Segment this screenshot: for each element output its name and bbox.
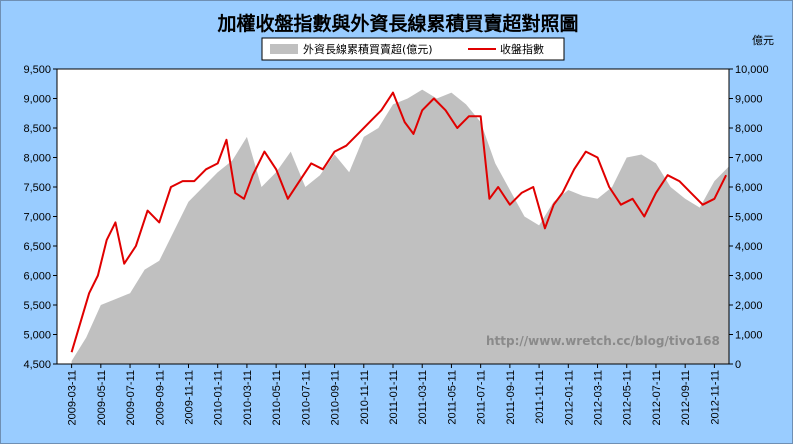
x-tick-label: 2011-09-11: [505, 370, 517, 425]
chart-title: 加權收盤指數與外資長線累積買賣超對照圖: [216, 12, 578, 35]
x-tick-label: 2009-09-11: [154, 370, 166, 425]
legend-area-label: 外資長線累積買賣超(億元): [303, 42, 433, 56]
right-tick-label: 10,000: [735, 64, 769, 76]
right-tick-label: 7,000: [735, 153, 763, 165]
x-tick-label: 2009-07-11: [125, 370, 137, 425]
x-tick-label: 2009-03-11: [67, 370, 79, 425]
right-tick-label: 2,000: [735, 300, 763, 312]
left-tick-label: 5,000: [23, 330, 51, 342]
legend-box: [261, 37, 565, 61]
x-tick-label: 2009-05-11: [96, 370, 108, 425]
right-axis: 0 1,000 2,000 3,000 4,000 5,000 6,000 7,000 8,00…: [729, 64, 769, 371]
legend: 外資長線累積買賣超(億元) 收盤指數: [261, 37, 565, 61]
right-tick-label: 3,000: [735, 271, 763, 283]
left-tick-label: 5,500: [23, 300, 51, 312]
right-tick-label: 0: [735, 359, 741, 371]
left-tick-label: 6,000: [23, 271, 51, 283]
x-tick-label: 2011-03-11: [417, 370, 429, 425]
left-axis: 4,500 5,000 5,500 6,000 6,500 7,000 7,500 8,000…: [23, 64, 57, 371]
legend-line-label: 收盤指數: [500, 42, 544, 56]
legend-area-swatch: [270, 44, 298, 54]
x-tick-label: 2012-03-11: [593, 370, 605, 425]
left-tick-label: 9,000: [23, 94, 51, 106]
right-tick-label: 4,000: [735, 241, 763, 253]
x-tick-label: 2012-11-11: [709, 370, 721, 425]
x-tick-label: 2009-11-11: [183, 370, 195, 425]
x-tick-label: 2010-07-11: [300, 370, 312, 425]
right-tick-label: 8,000: [735, 123, 763, 135]
x-tick-label: 2011-11-11: [534, 370, 546, 424]
right-tick-label: 9,000: [735, 94, 763, 106]
x-tick-label: 2011-01-11: [388, 370, 400, 425]
left-tick-label: 4,500: [23, 359, 51, 371]
area-series-foreign-cumulative: [71, 89, 729, 365]
watermark: http://www.wretch.cc/blog/tivo168: [486, 334, 720, 348]
line-series-layer: [70, 91, 727, 353]
right-axis-unit: 億元: [752, 34, 774, 47]
right-tick-label: 1,000: [735, 330, 763, 342]
x-tick-label: 2011-05-11: [446, 370, 458, 425]
x-tick-label: 2010-05-11: [271, 370, 283, 425]
x-axis: 2009-03-11 2009-05-11 2009-07-11 2009-09-11…: [67, 364, 721, 425]
x-tick-label: 2010-09-11: [330, 370, 342, 425]
x-tick-label: 2012-09-11: [680, 370, 692, 425]
x-tick-label: 2012-01-11: [563, 370, 575, 425]
area-series-layer: [71, 89, 729, 365]
x-tick-label: 2012-05-11: [622, 370, 634, 425]
left-tick-label: 8,500: [23, 123, 51, 135]
left-tick-label: 8,000: [23, 153, 51, 165]
x-tick-label: 2010-03-11: [242, 370, 254, 425]
left-tick-label: 9,500: [23, 64, 51, 76]
left-tick-label: 6,500: [23, 241, 51, 253]
x-tick-label: 2011-07-11: [476, 370, 488, 425]
right-tick-label: 6,000: [735, 182, 763, 194]
left-tick-label: 7,500: [23, 182, 51, 194]
x-tick-label: 2010-01-11: [213, 370, 225, 425]
left-tick-label: 7,000: [23, 212, 51, 224]
right-tick-label: 5,000: [735, 212, 763, 224]
x-tick-label: 2012-07-11: [651, 370, 663, 425]
line-series-close-index: [70, 91, 727, 353]
x-tick-label: 2010-11-11: [359, 370, 371, 425]
